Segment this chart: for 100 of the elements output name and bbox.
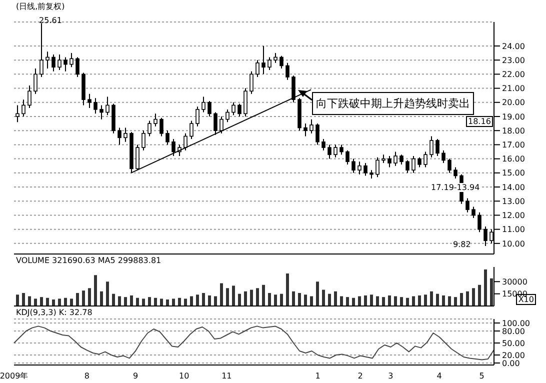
candlestick bbox=[46, 51, 50, 70]
bar bbox=[274, 294, 277, 306]
bar bbox=[244, 291, 247, 306]
annotation: 18.16 bbox=[466, 116, 493, 127]
y-tick-label: 23.00 bbox=[502, 56, 525, 65]
candlestick bbox=[16, 104, 20, 123]
bar bbox=[256, 288, 259, 306]
candlestick bbox=[310, 118, 314, 134]
candlestick bbox=[196, 106, 200, 127]
bar bbox=[184, 298, 187, 306]
candlestick bbox=[58, 54, 62, 70]
candlestick bbox=[250, 70, 254, 94]
candlestick bbox=[118, 127, 122, 146]
bar bbox=[166, 300, 169, 306]
bar bbox=[346, 297, 349, 306]
bar bbox=[196, 294, 199, 306]
bar bbox=[370, 294, 373, 306]
candlestick bbox=[148, 120, 152, 137]
bar bbox=[250, 290, 253, 306]
candlestick bbox=[262, 45, 266, 75]
candlestick bbox=[136, 144, 140, 171]
candlestick bbox=[364, 162, 368, 176]
candlestick bbox=[166, 130, 170, 146]
bar bbox=[478, 284, 481, 306]
y-axis-title: X10 bbox=[516, 294, 536, 305]
bar bbox=[70, 298, 73, 306]
bar bbox=[358, 296, 361, 306]
y-tick-label: 80.00 bbox=[502, 326, 525, 336]
bar bbox=[220, 283, 223, 306]
bar bbox=[178, 298, 181, 306]
y-tick-label: 18.00 bbox=[502, 126, 525, 136]
bar bbox=[298, 293, 301, 306]
candlestick bbox=[478, 212, 482, 233]
candlestick bbox=[184, 132, 188, 151]
bar bbox=[46, 298, 49, 306]
y-tick-label: 10.00 bbox=[502, 239, 525, 248]
candlestick bbox=[154, 113, 158, 127]
candlestick bbox=[346, 150, 350, 165]
candlestick bbox=[358, 161, 362, 175]
x-tick-label: 3 bbox=[388, 372, 394, 381]
y-tick-label: 11.00 bbox=[502, 225, 525, 234]
candlestick bbox=[76, 56, 80, 78]
candlestick bbox=[28, 84, 32, 109]
bar bbox=[418, 295, 421, 306]
candlestick bbox=[322, 138, 326, 151]
candlestick bbox=[226, 108, 230, 123]
line-series bbox=[14, 326, 494, 360]
bar bbox=[310, 296, 313, 306]
bar bbox=[22, 293, 25, 306]
bar bbox=[100, 291, 103, 306]
candlestick bbox=[394, 151, 398, 166]
bar bbox=[280, 294, 283, 306]
y-tick-label: 13.00 bbox=[502, 196, 525, 206]
candlestick bbox=[34, 68, 38, 94]
bar bbox=[394, 296, 397, 306]
annotation: 25.61 bbox=[38, 16, 63, 25]
y-tick-label: 0.00 bbox=[502, 358, 520, 368]
candlestick bbox=[94, 98, 98, 114]
bar bbox=[334, 291, 337, 306]
candlestick bbox=[304, 123, 308, 137]
candlestick bbox=[64, 56, 68, 72]
bar bbox=[112, 294, 115, 306]
candlestick bbox=[316, 123, 320, 146]
candlestick bbox=[472, 206, 476, 219]
x-tick-label: 4 bbox=[436, 372, 442, 381]
x-tick-label: 10 bbox=[179, 372, 190, 381]
annotation: 17.19-13.94 bbox=[430, 183, 481, 192]
y-tick-label: 20.00 bbox=[502, 350, 525, 360]
bar bbox=[382, 297, 385, 306]
bar bbox=[130, 295, 133, 306]
bar bbox=[388, 295, 391, 306]
y-tick-label: 19.00 bbox=[502, 112, 525, 122]
bar bbox=[16, 294, 19, 306]
bar bbox=[454, 297, 457, 306]
bar bbox=[34, 298, 37, 306]
bar bbox=[262, 284, 265, 306]
candlestick bbox=[22, 99, 26, 117]
x-tick-label: 5 bbox=[479, 372, 484, 381]
y-tick-label: 14.00 bbox=[502, 182, 525, 192]
x-tick-label: 9 bbox=[132, 372, 138, 381]
bar bbox=[472, 288, 475, 306]
y-tick-label: 24.00 bbox=[502, 42, 525, 51]
bar bbox=[466, 291, 469, 306]
candlestick bbox=[334, 144, 338, 158]
candlestick bbox=[106, 96, 110, 116]
bar bbox=[316, 282, 319, 306]
y-tick-label: 16.00 bbox=[502, 154, 525, 164]
candlestick bbox=[52, 54, 56, 72]
candlestick bbox=[466, 198, 470, 213]
bar bbox=[340, 296, 343, 306]
candlestick bbox=[412, 155, 416, 174]
chart-title: KDJ(9,3,3) K: 32.78 bbox=[16, 308, 92, 317]
bar bbox=[304, 294, 307, 306]
candlestick bbox=[124, 127, 128, 142]
bar bbox=[268, 293, 271, 306]
candlestick bbox=[70, 52, 74, 68]
bar bbox=[406, 298, 409, 306]
bar bbox=[76, 293, 79, 306]
candlestick bbox=[400, 154, 404, 165]
candlestick bbox=[484, 226, 488, 246]
